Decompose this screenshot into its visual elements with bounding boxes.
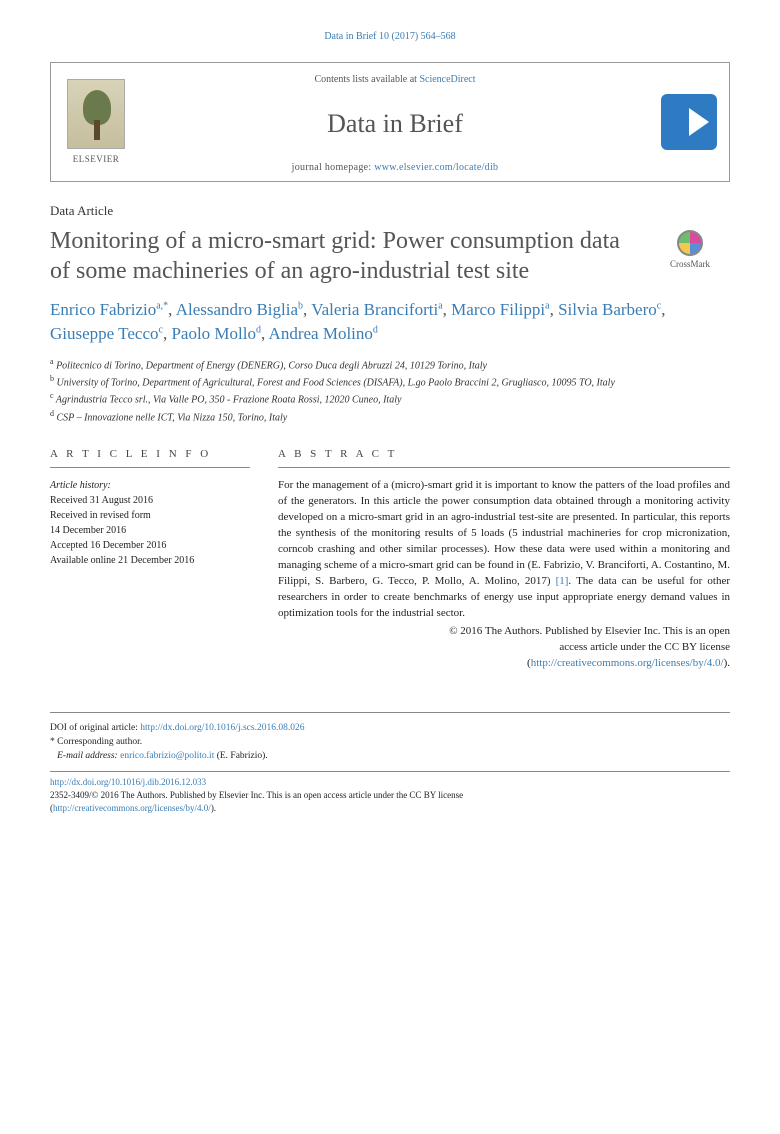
homepage-line: journal homepage: www.elsevier.com/locat…	[151, 161, 639, 175]
article-info-head: A R T I C L E I N F O	[50, 447, 250, 468]
banner-center: Contents lists available at ScienceDirec…	[141, 63, 649, 181]
info-abstract-columns: A R T I C L E I N F O Article history: R…	[50, 447, 730, 672]
journal-banner: ELSEVIER Contents lists available at Sci…	[50, 62, 730, 182]
elsevier-tree-icon	[67, 79, 125, 149]
sciencedirect-link[interactable]: ScienceDirect	[419, 74, 475, 85]
crossmark-icon	[677, 230, 703, 256]
abstract-column: A B S T R A C T For the management of a …	[278, 447, 730, 672]
history-line: Received in revised form	[50, 510, 151, 521]
running-head: Data in Brief 10 (2017) 564–568	[50, 30, 730, 44]
copyright-line2: access article under the CC BY license	[559, 641, 730, 653]
history-line: 14 December 2016	[50, 525, 126, 536]
abstract-text: For the management of a (micro)-smart gr…	[278, 478, 730, 621]
bottom-bar: http://dx.doi.org/10.1016/j.dib.2016.12.…	[50, 771, 730, 814]
history-line: Available online 21 December 2016	[50, 555, 194, 566]
email-label: E-mail address:	[57, 751, 120, 761]
issn-line: 2352-3409/© 2016 The Authors. Published …	[50, 790, 463, 800]
bottom-license-link[interactable]: http://creativecommons.org/licenses/by/4…	[53, 803, 211, 813]
history-line: Accepted 16 December 2016	[50, 540, 166, 551]
contents-prefix: Contents lists available at	[314, 74, 419, 85]
doi-label: DOI of original article:	[50, 723, 140, 733]
article-info-column: A R T I C L E I N F O Article history: R…	[50, 447, 250, 672]
doi-original-line: DOI of original article: http://dx.doi.o…	[50, 721, 730, 735]
publisher-name: ELSEVIER	[73, 153, 120, 166]
author-link[interactable]: Marco Filippi	[451, 300, 545, 319]
authors-list: Enrico Fabrizioa,*, Alessandro Bigliab, …	[50, 298, 730, 346]
copyright-block: © 2016 The Authors. Published by Elsevie…	[278, 624, 730, 672]
license-link[interactable]: http://creativecommons.org/licenses/by/4…	[531, 657, 724, 669]
author-link[interactable]: Enrico Fabrizio	[50, 300, 156, 319]
copyright-line1: © 2016 The Authors. Published by Elsevie…	[449, 625, 730, 637]
article-title: Monitoring of a micro-smart grid: Power …	[50, 226, 630, 286]
banner-right	[649, 63, 729, 181]
footnotes: DOI of original article: http://dx.doi.o…	[50, 712, 730, 764]
homepage-prefix: journal homepage:	[292, 162, 375, 173]
email-link[interactable]: enrico.fabrizio@polito.it	[120, 751, 214, 761]
journal-name: Data in Brief	[151, 106, 639, 142]
contents-line: Contents lists available at ScienceDirec…	[151, 73, 639, 87]
abstract-body: For the management of a (micro)-smart gr…	[278, 479, 730, 587]
history-label: Article history:	[50, 480, 111, 491]
homepage-link[interactable]: www.elsevier.com/locate/dib	[374, 162, 498, 173]
email-name: (E. Fabrizio).	[214, 751, 267, 761]
email-line: E-mail address: enrico.fabrizio@polito.i…	[50, 749, 730, 763]
author-link[interactable]: Silvia Barbero	[558, 300, 657, 319]
author-link[interactable]: Andrea Molino	[269, 324, 373, 343]
author-link[interactable]: Alessandro Biglia	[176, 300, 298, 319]
affiliations: a Politecnico di Torino, Department of E…	[50, 356, 730, 425]
abstract-ref-link[interactable]: [1]	[556, 575, 569, 587]
title-row: Monitoring of a micro-smart grid: Power …	[50, 226, 730, 298]
article-type: Data Article	[50, 202, 730, 220]
abstract-head: A B S T R A C T	[278, 447, 730, 468]
author-link[interactable]: Giuseppe Tecco	[50, 324, 158, 343]
article-history: Article history: Received 31 August 2016…	[50, 478, 250, 568]
author-link[interactable]: Valeria Branciforti	[311, 300, 438, 319]
crossmark-badge[interactable]: CrossMark	[650, 230, 730, 271]
data-in-brief-icon	[661, 94, 717, 150]
crossmark-label: CrossMark	[670, 258, 710, 271]
history-line: Received 31 August 2016	[50, 495, 153, 506]
corresponding-author-line: * Corresponding author.	[50, 735, 730, 749]
publisher-logo-block: ELSEVIER	[51, 63, 141, 181]
author-link[interactable]: Paolo Mollo	[171, 324, 256, 343]
article-doi-link[interactable]: http://dx.doi.org/10.1016/j.dib.2016.12.…	[50, 777, 206, 787]
doi-original-link[interactable]: http://dx.doi.org/10.1016/j.scs.2016.08.…	[140, 723, 304, 733]
